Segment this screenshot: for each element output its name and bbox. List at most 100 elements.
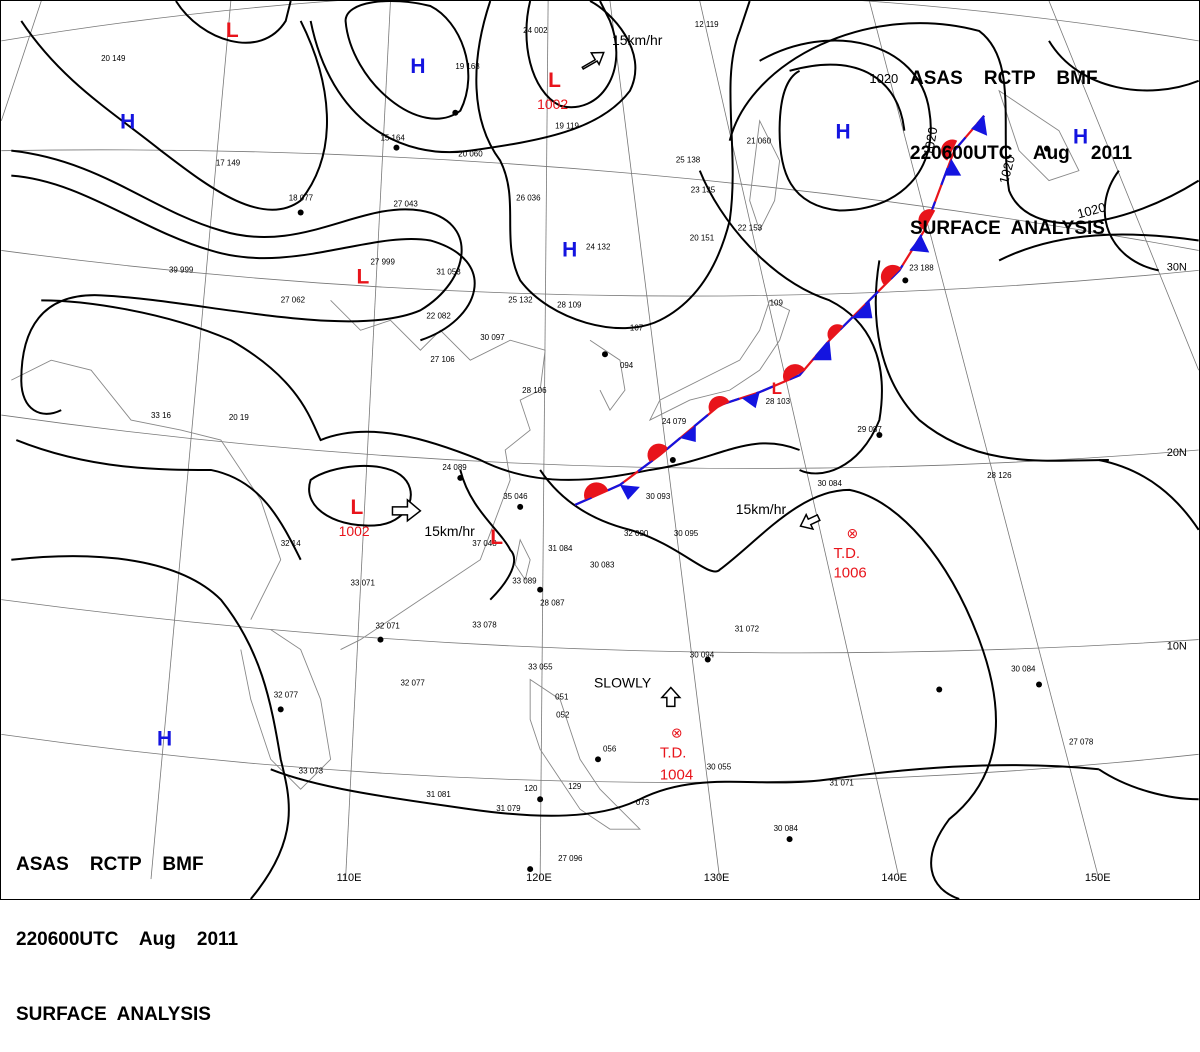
stationary-front [574, 115, 988, 506]
low-center-icon: L [226, 19, 239, 42]
longitude-label: 140E [881, 872, 907, 884]
isobar [789, 63, 906, 131]
station-plots [277, 109, 1050, 873]
high-center-icon: H [1073, 126, 1088, 149]
coastline-philippines [529, 678, 641, 830]
isobar-value: 1020 [996, 154, 1018, 186]
isobar [11, 149, 463, 415]
coastline-indochina [240, 629, 332, 790]
station-label: 051 [555, 692, 569, 701]
isobar [309, 1, 637, 154]
station-label: 30 093 [646, 492, 671, 501]
station-label: 109 [770, 298, 784, 307]
meridian-line [869, 1, 1100, 880]
station-label: 32 077 [400, 678, 425, 687]
station-label: 31 084 [548, 544, 573, 553]
motion-speed: 15km/hr [612, 32, 663, 48]
isobar [11, 174, 476, 342]
meridian-line [609, 1, 721, 880]
station-label: 31 079 [496, 804, 521, 813]
station-label: 33 071 [351, 579, 376, 588]
motion-arrow-icon [799, 512, 821, 531]
motion-speed: SLOWLY [594, 674, 651, 690]
parallel-line [1, 149, 1199, 251]
station-label: 28 087 [540, 599, 565, 608]
isobar-value: 1020 [869, 71, 898, 86]
station-label: 31 081 [426, 790, 451, 799]
station-label: 27 096 [558, 854, 583, 863]
station-label: 107 [630, 323, 644, 332]
station-label: 32 14 [281, 539, 302, 548]
station-marker [876, 432, 883, 439]
station-label: 30 094 [690, 651, 715, 660]
warm-front-semicircle [782, 364, 806, 383]
station-label: 32 090 [624, 529, 649, 538]
station-label: 20 149 [101, 54, 126, 63]
station-label: 27 062 [281, 295, 306, 304]
station-marker [1036, 681, 1043, 688]
station-marker [537, 586, 544, 593]
warm-front-semicircle [918, 209, 936, 231]
parallel-line [1, 414, 1199, 469]
storm-symbol-icon: ⊗ [846, 525, 858, 541]
station-label: 120 [524, 784, 538, 793]
station-label: 26 036 [516, 194, 541, 203]
coastline-taiwan [514, 538, 531, 581]
isobar-value: 1020 [1076, 199, 1108, 221]
isobar [1048, 40, 1199, 92]
station-label: 28 109 [557, 300, 582, 309]
isobar-labels: 1020 1020 1020 1020 [869, 71, 1107, 222]
isobars [11, 1, 1199, 899]
cold-front-triangle [811, 340, 832, 361]
coastline-sakhalin [749, 119, 781, 232]
station-label: 33 073 [299, 766, 324, 775]
longitude-label: 120E [526, 872, 552, 884]
cold-front-triangle [909, 235, 930, 253]
low-center-icon: L [351, 496, 364, 519]
station-label: 28 126 [987, 471, 1012, 480]
parallel-line [1, 599, 1199, 654]
low-center-icon: L [357, 265, 370, 288]
station-label: 37 048 [472, 539, 497, 548]
storm-symbol-icon: ⊗ [671, 724, 683, 740]
station-marker [277, 706, 284, 713]
motion-arrow-icon [660, 686, 682, 708]
td-label: T.D. [833, 545, 860, 562]
coastline-kamchatka [998, 89, 1080, 182]
station-marker [452, 109, 459, 116]
isobar [539, 469, 997, 899]
warm-front-semicircle [880, 264, 902, 286]
pressure-centers: L H H L H H H L L L H L [120, 19, 1088, 750]
longitude-label: 130E [704, 872, 730, 884]
station-label: 19 119 [555, 122, 579, 131]
station-label: 31 072 [735, 625, 760, 634]
low-center-icon: L [772, 379, 782, 398]
td-pressure: 1006 [833, 565, 866, 582]
longitude-label: 150E [1085, 872, 1111, 884]
station-label: 24 079 [662, 417, 687, 426]
motion-arrows [391, 51, 821, 708]
warm-front-semicircle [941, 139, 958, 161]
high-center-icon: H [562, 238, 577, 261]
meridian-line [345, 1, 391, 880]
station-label: 28 106 [522, 386, 547, 395]
station-label: 094 [620, 361, 634, 370]
station-marker [595, 756, 601, 763]
td-pressure: 1004 [660, 766, 693, 783]
coastline-korea [589, 339, 626, 411]
cold-front-triangle [679, 425, 696, 443]
station-label: 39 999 [169, 265, 194, 274]
isobar [20, 20, 328, 211]
latitude-label: 30N [1167, 261, 1187, 273]
station-label: 23 188 [909, 263, 934, 272]
station-label: 20 151 [690, 233, 715, 242]
station-label: 32 077 [274, 690, 299, 699]
cold-front-triangle [741, 392, 760, 409]
station-label: 30 055 [707, 762, 732, 771]
meridian-line [1, 1, 42, 121]
station-label: 31 053 [436, 267, 461, 276]
isobar [728, 22, 1199, 225]
axis-labels: 110E 120E 130E 140E 150E 30N 20N 10N [337, 261, 1187, 884]
station-label: 20 060 [458, 150, 483, 159]
warm-front-semicircle [827, 324, 844, 341]
